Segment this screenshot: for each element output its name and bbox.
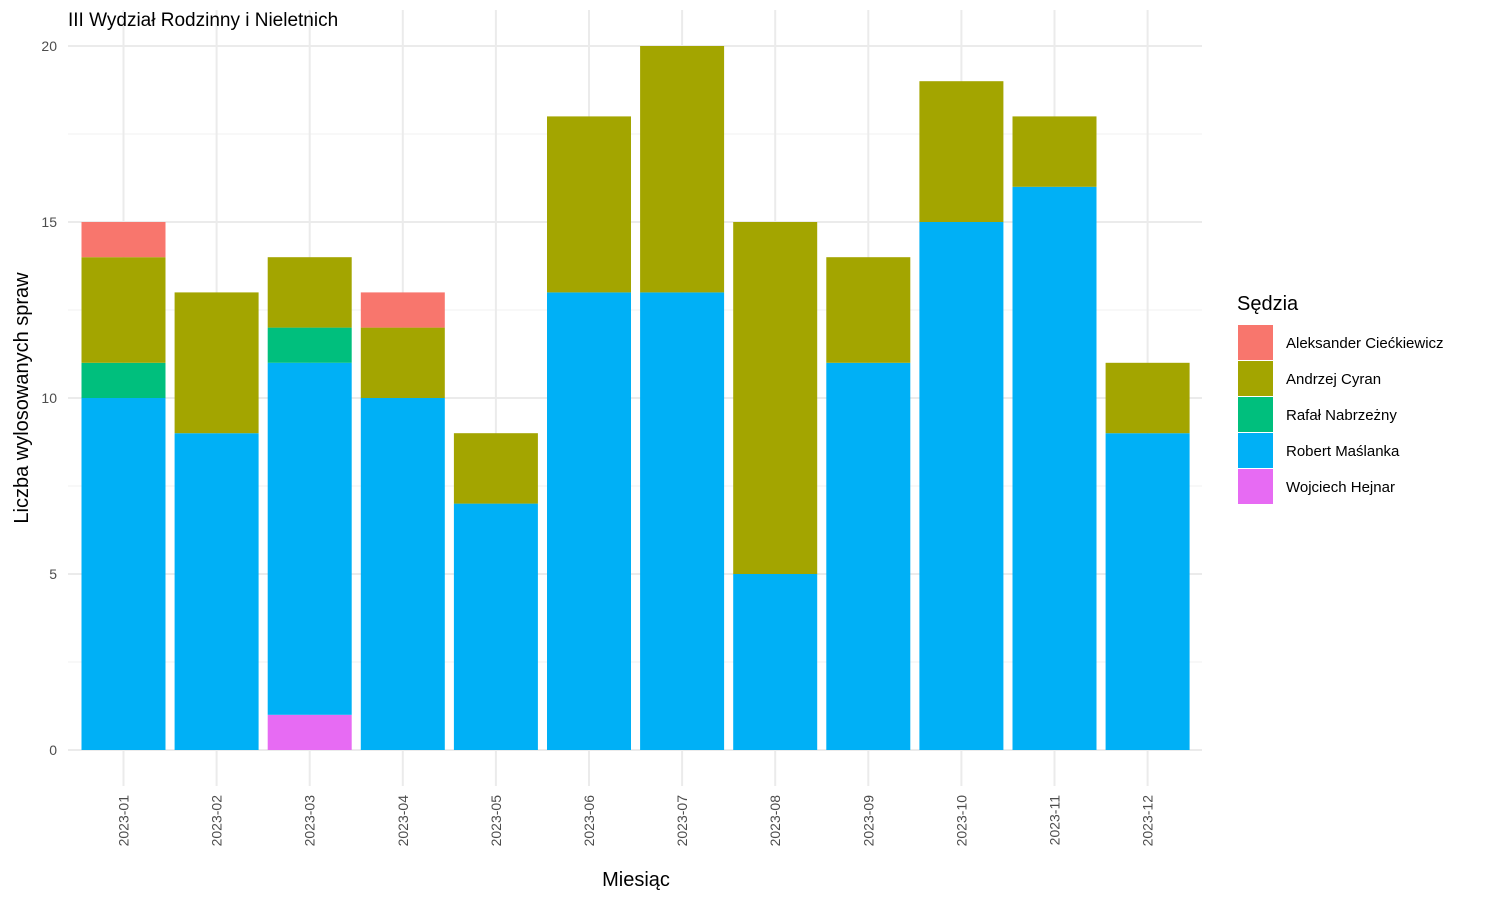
x-tick-label: 2023-05 xyxy=(488,795,504,847)
y-axis-ticks: 0 5 10 15 20 xyxy=(41,38,57,758)
bar-segment xyxy=(81,362,166,398)
y-axis-title: Liczba wylosowanych spraw xyxy=(11,272,33,524)
bar-segment xyxy=(81,222,166,258)
bar-segment xyxy=(733,222,818,574)
bar-segment xyxy=(1105,362,1190,434)
bar-segment xyxy=(81,257,166,363)
legend-label: Robert Maślanka xyxy=(1286,443,1400,460)
bar-segment xyxy=(267,714,352,750)
x-tick-label: 2023-08 xyxy=(767,795,783,847)
bar-segment xyxy=(640,292,725,750)
bar-segment xyxy=(453,503,538,750)
legend-items: Aleksander Ciećkiewicz Andrzej Cyran Rafał… xyxy=(1238,325,1444,504)
bar-segment xyxy=(547,116,631,293)
x-tick-label: 2023-01 xyxy=(116,795,132,847)
x-tick-label: 2023-06 xyxy=(581,795,597,847)
y-tick-label: 20 xyxy=(41,38,57,54)
bar-segment xyxy=(547,292,631,750)
bar-segment xyxy=(453,433,538,504)
bar-segment xyxy=(267,362,352,715)
bar-segment xyxy=(174,292,259,434)
bar-segment xyxy=(360,292,445,328)
bar-segment xyxy=(1105,433,1190,750)
bar-segment xyxy=(1012,186,1097,751)
bar-segment xyxy=(267,327,352,363)
legend-key xyxy=(1238,325,1273,360)
y-tick-label: 10 xyxy=(41,390,57,406)
legend-key xyxy=(1238,469,1273,504)
x-tick-label: 2023-02 xyxy=(209,795,225,847)
bar-segment xyxy=(919,222,1004,750)
bar-segment xyxy=(640,46,725,293)
legend-label: Wojciech Hejnar xyxy=(1286,479,1395,496)
x-tick-label: 2023-04 xyxy=(395,795,411,847)
legend: Sędzia Aleksander Ciećkiewicz Andrzej Cyr… xyxy=(1237,293,1444,504)
bar-segment xyxy=(360,398,445,750)
bar-segment xyxy=(919,81,1004,222)
x-axis-title: Miesiąc xyxy=(602,869,670,891)
legend-key xyxy=(1238,433,1273,468)
legend-title: Sędzia xyxy=(1237,293,1299,315)
y-tick-label: 15 xyxy=(41,214,57,230)
x-tick-label: 2023-11 xyxy=(1047,795,1063,846)
legend-key xyxy=(1238,361,1273,396)
x-tick-label: 2023-09 xyxy=(860,795,876,847)
x-axis-ticks: 2023-01 2023-02 2023-03 2023-04 2023-05 2023-… xyxy=(116,795,1156,847)
bar-segment xyxy=(826,362,911,750)
legend-label: Rafał Nabrzeżny xyxy=(1286,407,1397,424)
x-tick-label: 2023-07 xyxy=(674,795,690,847)
bars xyxy=(81,46,1190,751)
bar-segment xyxy=(1012,116,1097,187)
bar-segment xyxy=(826,257,911,363)
bar-segment xyxy=(81,398,166,750)
x-tick-label: 2023-12 xyxy=(1140,795,1156,847)
bar-segment xyxy=(360,327,445,398)
x-tick-label: 2023-03 xyxy=(302,795,318,847)
y-tick-label: 0 xyxy=(49,742,57,758)
bar-segment xyxy=(267,257,352,328)
y-tick-label: 5 xyxy=(49,566,57,582)
legend-label: Aleksander Ciećkiewicz xyxy=(1286,335,1444,352)
chart-title: III Wydział Rodzinny i Nieletnich xyxy=(68,10,338,31)
legend-key xyxy=(1238,397,1273,432)
bar-segment xyxy=(733,574,818,750)
x-tick-label: 2023-10 xyxy=(953,795,969,847)
bar-segment xyxy=(174,433,259,750)
legend-label: Andrzej Cyran xyxy=(1286,371,1381,388)
